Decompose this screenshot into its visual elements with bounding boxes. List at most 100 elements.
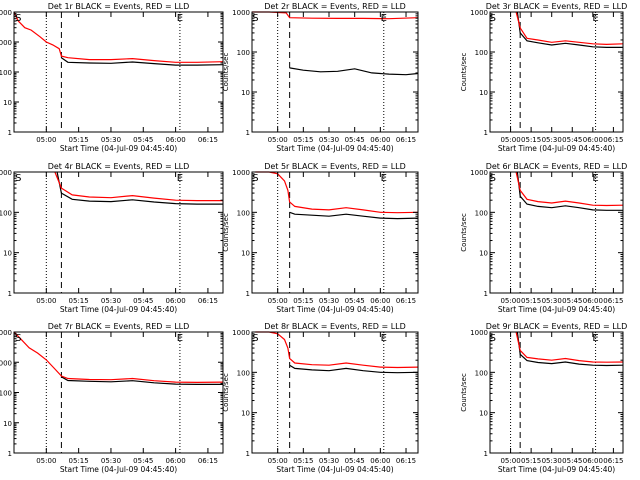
x-tick-label: 05:30 (542, 457, 562, 465)
series-line-events (516, 331, 624, 367)
y-axis-label: Counts/sec (222, 53, 230, 92)
series-line-events (61, 376, 223, 385)
panel-title: Det 9r BLACK = Events, RED = LLD (486, 322, 628, 331)
x-tick-label: 06:00 (583, 457, 603, 465)
x-tick-label: 05:00 (268, 136, 288, 144)
panel-title: Det 4r BLACK = Events, RED = LLD (48, 162, 190, 171)
detector-panel-8: Det 8r BLACK = Events, RED = LLD S E 1 10 100… (222, 322, 419, 474)
y-tick-label: 1000 (470, 329, 488, 337)
plot-frame (489, 171, 624, 294)
x-tick-label: 06:00 (370, 457, 390, 465)
y-tick-label: 10 (3, 99, 12, 107)
x-tick-label: 06:15 (396, 457, 416, 465)
series-line-events (289, 364, 419, 374)
x-axis-label: Start Time (04-Jul-09 04:45:40) (498, 305, 615, 314)
x-tick-label: 05:45 (133, 136, 153, 144)
start-marker: S (490, 173, 496, 184)
x-tick-label: 05:45 (133, 297, 153, 305)
x-tick-label: 06:15 (603, 136, 623, 144)
y-tick-label: 1000 (0, 359, 12, 367)
y-tick-label: 1 (484, 129, 488, 137)
x-tick-label: 06:15 (198, 457, 218, 465)
detector-panel-1: Det 1r BLACK = Events, RED = LLD S E 1 10 100… (0, 2, 224, 153)
plot-frame (251, 171, 419, 294)
x-axis-label: Start Time (04-Jul-09 04:45:40) (498, 465, 615, 474)
y-tick-label: 10 (241, 250, 250, 258)
y-tick-label: 10 (3, 250, 12, 258)
y-tick-label: 1 (484, 450, 488, 458)
y-axis-label: Counts/sec (222, 373, 230, 412)
end-marker: E (592, 13, 598, 24)
y-tick-label: 1000 (470, 9, 488, 17)
x-tick-label: 05:00 (500, 136, 520, 144)
series-line-lld (255, 171, 419, 214)
end-marker: E (381, 173, 387, 184)
x-tick-label: 05:45 (345, 136, 365, 144)
series-line-lld (515, 11, 624, 46)
panel-title: Det 3r BLACK = Events, RED = LLD (486, 2, 628, 11)
x-axis-label: Start Time (04-Jul-09 04:45:40) (60, 305, 177, 314)
x-tick-label: 06:15 (396, 297, 416, 305)
y-tick-label: 1 (8, 290, 12, 298)
series-line-lld (13, 11, 224, 63)
x-tick-label: 05:15 (69, 457, 89, 465)
detector-panel-5: Det 5r BLACK = Events, RED = LLD S E 1 10 100… (222, 162, 419, 314)
x-axis-label: Start Time (04-Jul-09 04:45:40) (276, 144, 393, 153)
y-tick-label: 1000 (232, 169, 250, 177)
x-axis-label: Start Time (04-Jul-09 04:45:40) (276, 465, 393, 474)
end-marker: E (381, 13, 387, 24)
start-marker: S (252, 333, 258, 344)
x-tick-label: 05:30 (101, 136, 121, 144)
detector-panel-7: Det 7r BLACK = Events, RED = LLD S E 1 10 100… (0, 322, 224, 474)
x-tick-label: 05:15 (69, 136, 89, 144)
start-marker: S (15, 13, 21, 24)
x-tick-label: 05:30 (542, 136, 562, 144)
x-tick-label: 06:00 (166, 297, 186, 305)
x-tick-label: 06:00 (370, 297, 390, 305)
end-marker: E (592, 173, 598, 184)
x-tick-label: 05:15 (521, 136, 541, 144)
start-marker: S (252, 13, 258, 24)
x-tick-label: 05:00 (500, 297, 520, 305)
series-line-lld (252, 11, 419, 20)
y-axis-label: Counts/sec (460, 53, 468, 92)
x-tick-label: 05:30 (319, 136, 339, 144)
y-tick-label: 100 (237, 209, 250, 217)
x-tick-label: 05:30 (101, 297, 121, 305)
x-tick-label: 05:30 (319, 457, 339, 465)
x-tick-label: 05:30 (542, 297, 562, 305)
x-tick-label: 05:00 (500, 457, 520, 465)
x-tick-label: 06:00 (583, 136, 603, 144)
end-marker: E (177, 13, 183, 24)
y-tick-label: 1 (246, 129, 250, 137)
detector-panel-2: Det 2r BLACK = Events, RED = LLD S E 1 10 100… (222, 2, 419, 153)
x-tick-label: 05:00 (36, 297, 56, 305)
detector-panel-9: Det 9r BLACK = Events, RED = LLD S E 1 10 100… (460, 322, 627, 474)
x-tick-label: 05:15 (521, 297, 541, 305)
y-tick-label: 1 (484, 290, 488, 298)
y-tick-label: 10 (479, 250, 488, 258)
series-line-events (289, 211, 419, 220)
start-marker: S (15, 333, 21, 344)
x-tick-label: 05:30 (319, 297, 339, 305)
end-marker: E (592, 333, 598, 344)
x-tick-label: 05:00 (36, 136, 56, 144)
series-line-events (516, 11, 623, 49)
y-tick-label: 1000 (470, 169, 488, 177)
y-tick-label: 1000 (232, 329, 250, 337)
plot-frame (13, 11, 224, 133)
series-line-events (289, 67, 419, 76)
plot-frame (489, 11, 624, 133)
detector-panel-6: Det 6r BLACK = Events, RED = LLD S E 1 10 100… (460, 162, 627, 314)
x-tick-label: 05:15 (293, 457, 313, 465)
x-tick-label: 06:00 (583, 297, 603, 305)
y-tick-label: 1 (246, 450, 250, 458)
x-tick-label: 05:15 (69, 297, 89, 305)
y-tick-label: 1 (246, 290, 250, 298)
series-line-events (61, 57, 224, 66)
x-tick-label: 05:45 (345, 297, 365, 305)
x-tick-label: 05:45 (562, 297, 582, 305)
detector-panel-4: Det 4r BLACK = Events, RED = LLD S E 1 10 100… (0, 162, 224, 314)
